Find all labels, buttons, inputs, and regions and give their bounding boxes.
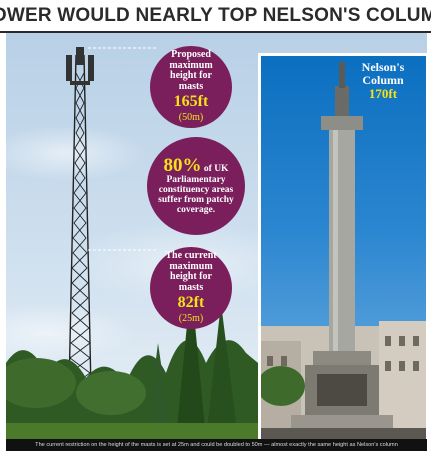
- coverage-percent: 80%: [163, 155, 202, 177]
- caption: The current restriction on the height of…: [6, 439, 427, 451]
- coverage-text-wrap: 80% of UK Parliamentary constituency are…: [147, 156, 245, 216]
- current-height-label: The current maximum height for masts: [165, 250, 217, 293]
- current-height-bubble: The current maximum height for masts 82f…: [150, 247, 232, 329]
- nelson-column-name: Nelson's Column: [361, 60, 405, 88]
- forest: [6, 283, 258, 439]
- nelson-column-label: Nelson's Column 170ft: [352, 60, 414, 102]
- current-height-metric: (25m): [178, 313, 204, 325]
- proposed-height-metric: (50m): [178, 112, 204, 124]
- proposed-height-bubble: Proposed maximum height for masts 165ft …: [150, 46, 232, 128]
- proposed-height-value: 165ft: [173, 93, 209, 111]
- coverage-bubble: 80% of UK Parliamentary constituency are…: [147, 137, 245, 235]
- current-height-value: 82ft: [177, 294, 205, 312]
- headline: TOWER WOULD NEARLY TOP NELSON'S COLUMN: [0, 4, 431, 26]
- scene-illustration: [6, 47, 258, 439]
- header: TOWER WOULD NEARLY TOP NELSON'S COLUMN: [0, 0, 431, 33]
- coverage-description: of UK Parliamentary constituency areas s…: [158, 164, 234, 215]
- nelson-column-panel: [258, 53, 427, 439]
- photo-scene: Proposed maximum height for masts 165ft …: [6, 33, 427, 439]
- proposed-height-label: Proposed maximum height for masts: [169, 49, 213, 92]
- nelson-column-height: 170ft: [368, 86, 398, 102]
- nelson-column-illustration: [261, 62, 426, 439]
- mast-antennas: [66, 47, 94, 85]
- leader-lines: [88, 47, 156, 251]
